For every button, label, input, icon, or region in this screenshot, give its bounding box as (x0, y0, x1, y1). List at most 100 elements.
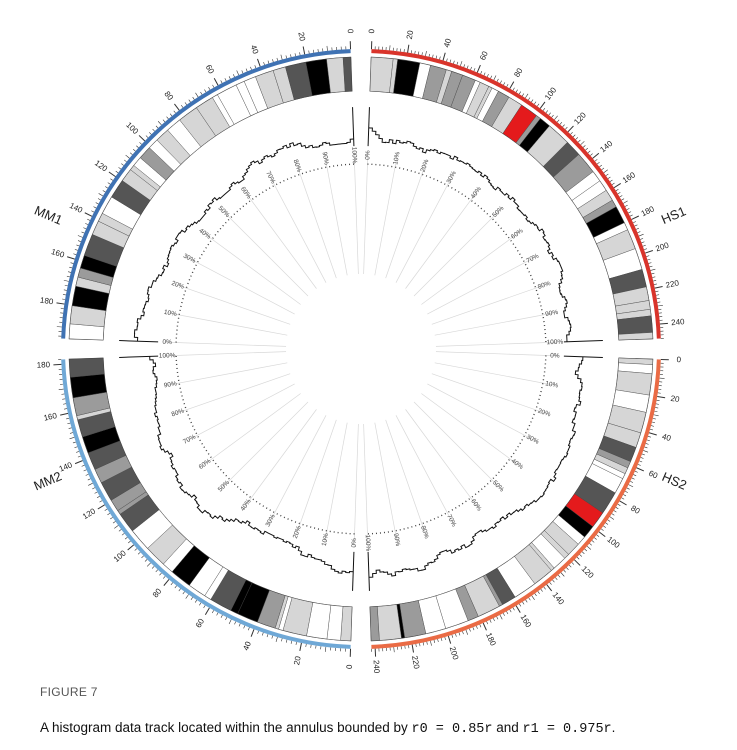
tick-mark (69, 437, 75, 440)
tick-mark (594, 537, 597, 540)
percent-label: 30% (182, 253, 197, 265)
percent-label: 70% (525, 252, 540, 264)
tick-mark (537, 103, 540, 107)
tick-label: 60 (478, 49, 490, 61)
grid-spoke (405, 409, 479, 508)
tick-mark (451, 634, 454, 638)
tick-mark (489, 619, 492, 623)
tick-mark (64, 284, 68, 287)
tick-mark (646, 255, 650, 257)
tick-mark (650, 428, 654, 431)
tick-mark (603, 525, 606, 528)
tick-mark (522, 93, 525, 97)
tick-mark (263, 61, 265, 66)
tick-mark (77, 455, 81, 458)
ideogram-hs1 (371, 49, 661, 339)
tick-mark (56, 302, 65, 305)
tick-mark (199, 602, 202, 606)
grid-spoke (435, 351, 558, 357)
histogram-line-hs1 (368, 127, 572, 342)
percent-label: 60% (239, 186, 252, 201)
tick-mark (634, 224, 638, 227)
tick-mark (220, 80, 223, 84)
tick-mark (473, 68, 476, 72)
tick-mark (159, 572, 162, 576)
tick-mark (208, 87, 211, 90)
tick-mark (60, 412, 69, 416)
tick-mark (453, 60, 455, 64)
tick-mark (537, 591, 540, 594)
grid-spoke (385, 162, 427, 279)
tick-mark (152, 128, 155, 132)
percent-label: 50% (491, 205, 505, 219)
tick-mark (556, 119, 560, 123)
tick-mark (182, 591, 185, 595)
tick-mark (559, 121, 563, 125)
percent-label: 40% (239, 498, 252, 513)
tick-mark (66, 417, 70, 420)
percent-label: 100% (364, 534, 372, 551)
tick-mark (190, 597, 193, 600)
tick-mark (626, 208, 630, 210)
tick-mark (486, 74, 489, 77)
percent-label: 10% (321, 532, 330, 546)
grid-spoke (427, 383, 536, 442)
tick-mark (458, 632, 461, 636)
tick-mark (528, 97, 531, 101)
grid-spoke (186, 256, 295, 315)
percent-label: 80% (419, 525, 430, 540)
tick-mark (628, 484, 634, 488)
figure-caption: A histogram data track located within th… (40, 720, 615, 737)
histogram-edge (119, 340, 159, 343)
tick-mark (462, 631, 464, 635)
grid-spoke (421, 393, 520, 467)
tick-mark (640, 238, 644, 240)
percent-label: 70% (182, 433, 197, 445)
percent-label: 0% (550, 352, 560, 359)
tick-mark (515, 605, 521, 613)
percent-label: 70% (264, 170, 276, 185)
tick-mark (155, 125, 159, 129)
tick-mark (509, 81, 515, 89)
tick-label: 100 (112, 548, 128, 564)
tick-mark (647, 258, 651, 261)
percent-label: 80% (292, 159, 303, 174)
percent-label: 40% (470, 185, 483, 200)
tick-mark (84, 212, 93, 217)
tick-label: 160 (50, 247, 66, 260)
tick-mark (611, 182, 615, 185)
grid-spoke (243, 409, 317, 508)
tick-mark (590, 153, 593, 156)
tick-label: 0 (345, 664, 354, 669)
tick-mark (63, 279, 69, 282)
tick-mark (490, 75, 493, 79)
tick-mark (548, 112, 551, 116)
tick-mark (650, 425, 655, 427)
histogram-track (119, 107, 603, 591)
tick-mark (294, 53, 296, 57)
tick-mark (149, 132, 152, 135)
tick-mark (110, 517, 113, 520)
tick-mark (174, 585, 177, 589)
tick-label: 240 (372, 660, 382, 674)
chromosome-label-hs1: HS1 (659, 203, 688, 227)
percent-label: 60% (198, 457, 213, 470)
tick-mark (266, 634, 269, 638)
tick-mark (652, 418, 656, 420)
tick-mark (466, 65, 469, 69)
histogram-edge (352, 551, 355, 591)
tick-mark (542, 108, 546, 111)
tick-mark (243, 625, 246, 629)
tick-mark (621, 198, 625, 201)
tick-mark (643, 248, 648, 250)
tick-label: 40 (442, 37, 453, 49)
tick-mark (63, 408, 68, 410)
radial-grid-lines (164, 152, 558, 546)
tick-label: 180 (484, 631, 498, 647)
tick-mark (617, 192, 621, 195)
grid-spoke (164, 341, 287, 347)
tick-mark (562, 124, 565, 128)
chromosome-label-mm2: MM2 (31, 468, 63, 493)
percent-label: 90% (392, 533, 401, 547)
tick-mark (308, 50, 310, 54)
